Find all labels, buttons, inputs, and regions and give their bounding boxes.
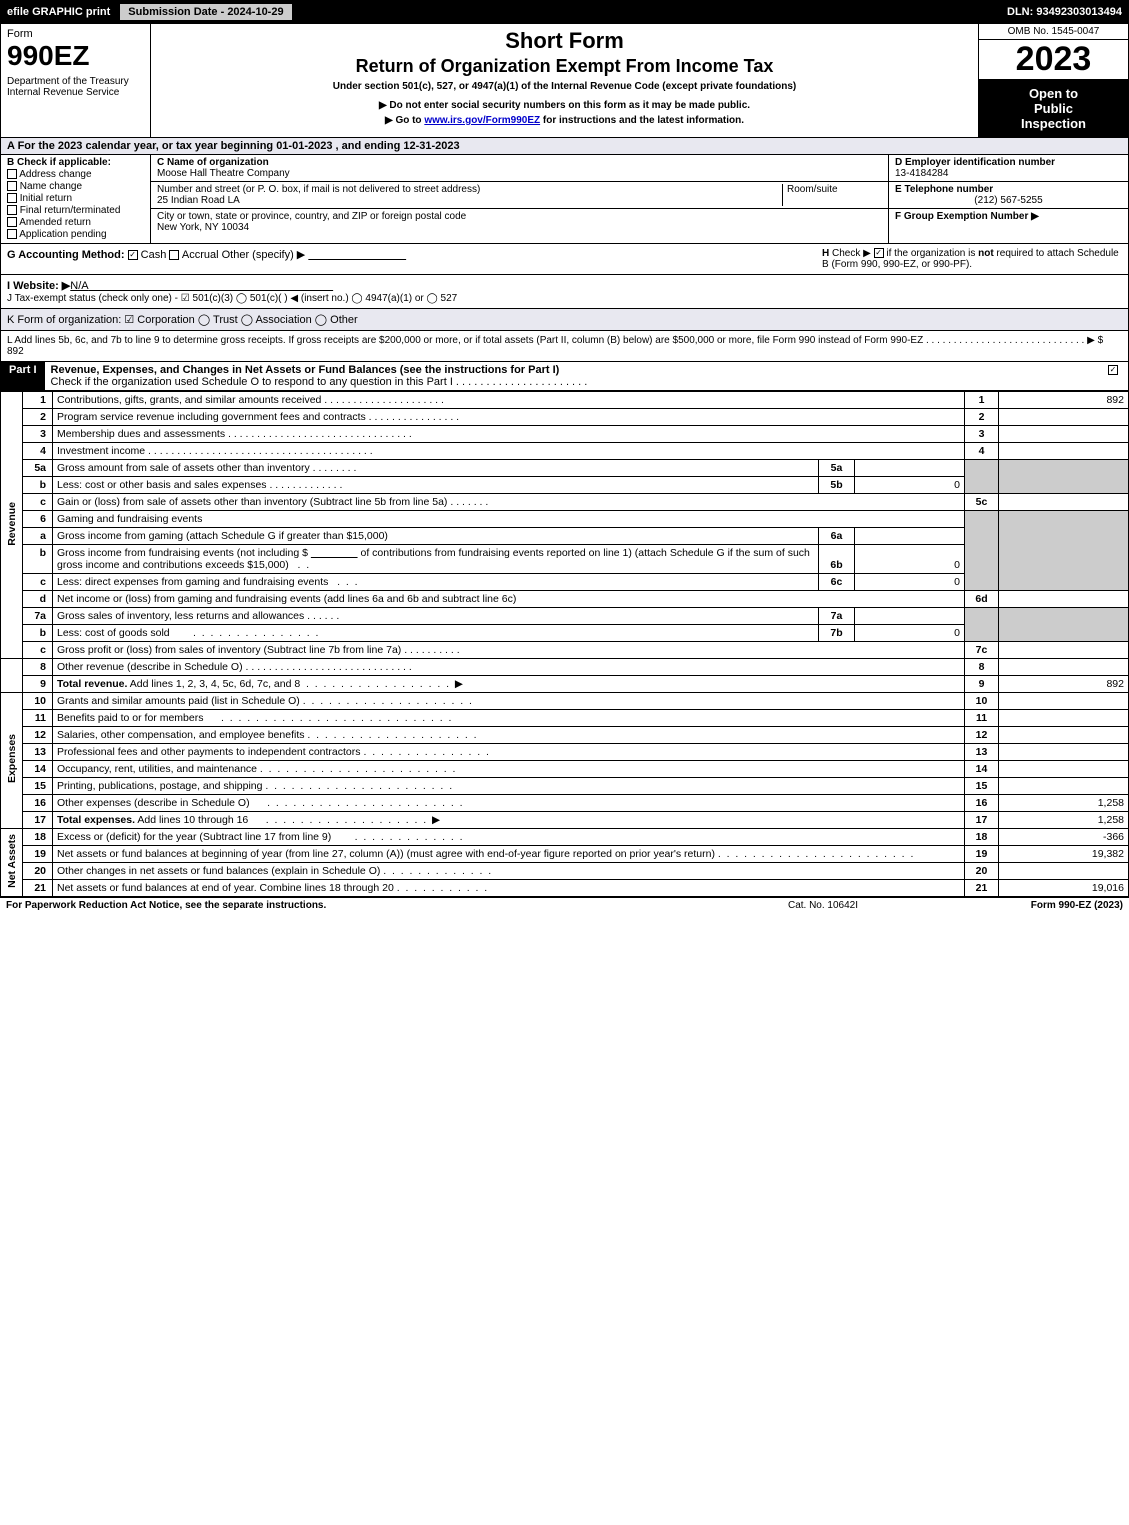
street-label: Number and street (or P. O. box, if mail… (157, 184, 782, 195)
cb-initial-return[interactable]: Initial return (7, 193, 144, 204)
omb-number: OMB No. 1545-0047 (979, 24, 1128, 40)
cb-cash[interactable] (128, 250, 138, 260)
room-label: Room/suite (787, 184, 882, 195)
cb-name-change[interactable]: Name change (7, 181, 144, 192)
cb-final-return[interactable]: Final return/terminated (7, 205, 144, 216)
section-a: A For the 2023 calendar year, or tax yea… (0, 138, 1129, 155)
title-short-form: Short Form (159, 28, 970, 54)
subtitle-section: Under section 501(c), 527, or 4947(a)(1)… (159, 81, 970, 92)
val-17: 1,258 (999, 812, 1129, 829)
b-header: B Check if applicable: (7, 157, 144, 168)
part-i-label: Part I (1, 362, 45, 390)
section-c: C Name of organization Moose Hall Theatr… (151, 155, 888, 243)
phone-value: (212) 567-5255 (895, 195, 1122, 206)
title-return: Return of Organization Exempt From Incom… (159, 56, 970, 77)
cb-schedule-b[interactable] (874, 248, 884, 258)
i-label: I Website: ▶ (7, 280, 70, 292)
val-1: 892 (999, 392, 1129, 409)
cb-schedule-o[interactable] (1108, 365, 1118, 375)
dept-label: Department of the TreasuryInternal Reven… (7, 76, 144, 98)
group-label: F Group Exemption Number ▶ (895, 211, 1122, 222)
h-text: H Check ▶ if the organization is not req… (822, 248, 1122, 270)
val-21: 19,016 (999, 880, 1129, 897)
part-i-check: Check if the organization used Schedule … (51, 376, 588, 388)
section-bc: B Check if applicable: Address change Na… (0, 155, 1129, 244)
footer: For Paperwork Reduction Act Notice, see … (0, 897, 1129, 913)
header-left: Form 990EZ Department of the TreasuryInt… (1, 24, 151, 137)
footer-cat: Cat. No. 10642I (723, 900, 923, 911)
cb-accrual[interactable] (169, 250, 179, 260)
tax-year: 2023 (979, 40, 1128, 80)
city-value: New York, NY 10034 (157, 222, 882, 233)
part-i-header: Part I Revenue, Expenses, and Changes in… (0, 362, 1129, 391)
section-b: B Check if applicable: Address change Na… (1, 155, 151, 243)
irs-link[interactable]: www.irs.gov/Form990EZ (424, 115, 540, 126)
city-label: City or town, state or province, country… (157, 211, 882, 222)
part-i-desc: Revenue, Expenses, and Changes in Net As… (51, 364, 560, 376)
c-name-label: C Name of organization (157, 157, 882, 168)
street-value: 25 Indian Road LA (157, 195, 782, 206)
g-label: G Accounting Method: (7, 249, 125, 261)
main-table: Revenue 1 Contributions, gifts, grants, … (0, 391, 1129, 897)
phone-label: E Telephone number (895, 184, 1122, 195)
row-l: L Add lines 5b, 6c, and 7b to line 9 to … (0, 331, 1129, 362)
cb-address-change[interactable]: Address change (7, 169, 144, 180)
val-19: 19,382 (999, 846, 1129, 863)
side-revenue: Revenue (1, 392, 23, 659)
efile-label: efile GRAPHIC print (1, 6, 116, 18)
dln-label: DLN: 93492303013494 (1007, 6, 1128, 18)
val-18: -366 (999, 829, 1129, 846)
cb-amended[interactable]: Amended return (7, 217, 144, 228)
footer-form: Form 990-EZ (2023) (923, 900, 1123, 911)
open-inspection: Open toPublicInspection (979, 80, 1128, 137)
subtitle-ssn: ▶ Do not enter social security numbers o… (159, 100, 970, 111)
subtitle-goto: ▶ Go to www.irs.gov/Form990EZ for instru… (159, 115, 970, 126)
footer-left: For Paperwork Reduction Act Notice, see … (6, 900, 723, 911)
ein-value: 13-4184284 (895, 168, 1122, 179)
submission-date: Submission Date - 2024-10-29 (120, 4, 291, 20)
j-text: J Tax-exempt status (check only one) - ☑… (7, 293, 457, 304)
cb-application-pending[interactable]: Application pending (7, 229, 144, 240)
row-g: G Accounting Method: Cash Accrual Other … (0, 244, 1129, 275)
website-value: N/A (70, 280, 88, 292)
ln-1: 1 (23, 392, 53, 409)
row-k: K Form of organization: ☑ Corporation ◯ … (0, 309, 1129, 331)
section-d: D Employer identification number 13-4184… (888, 155, 1128, 243)
side-expenses: Expenses (1, 693, 23, 829)
val-16: 1,258 (999, 795, 1129, 812)
side-net-assets: Net Assets (1, 829, 23, 897)
top-bar: efile GRAPHIC print Submission Date - 20… (0, 0, 1129, 24)
header-right: OMB No. 1545-0047 2023 Open toPublicInsp… (978, 24, 1128, 137)
org-name: Moose Hall Theatre Company (157, 168, 882, 179)
form-word: Form (7, 28, 144, 40)
ein-label: D Employer identification number (895, 157, 1122, 168)
row-i: I Website: ▶N/A J Tax-exempt status (che… (0, 275, 1129, 309)
form-number: 990EZ (7, 40, 144, 72)
form-header: Form 990EZ Department of the TreasuryInt… (0, 24, 1129, 138)
val-9: 892 (999, 676, 1129, 693)
header-mid: Short Form Return of Organization Exempt… (151, 24, 978, 137)
